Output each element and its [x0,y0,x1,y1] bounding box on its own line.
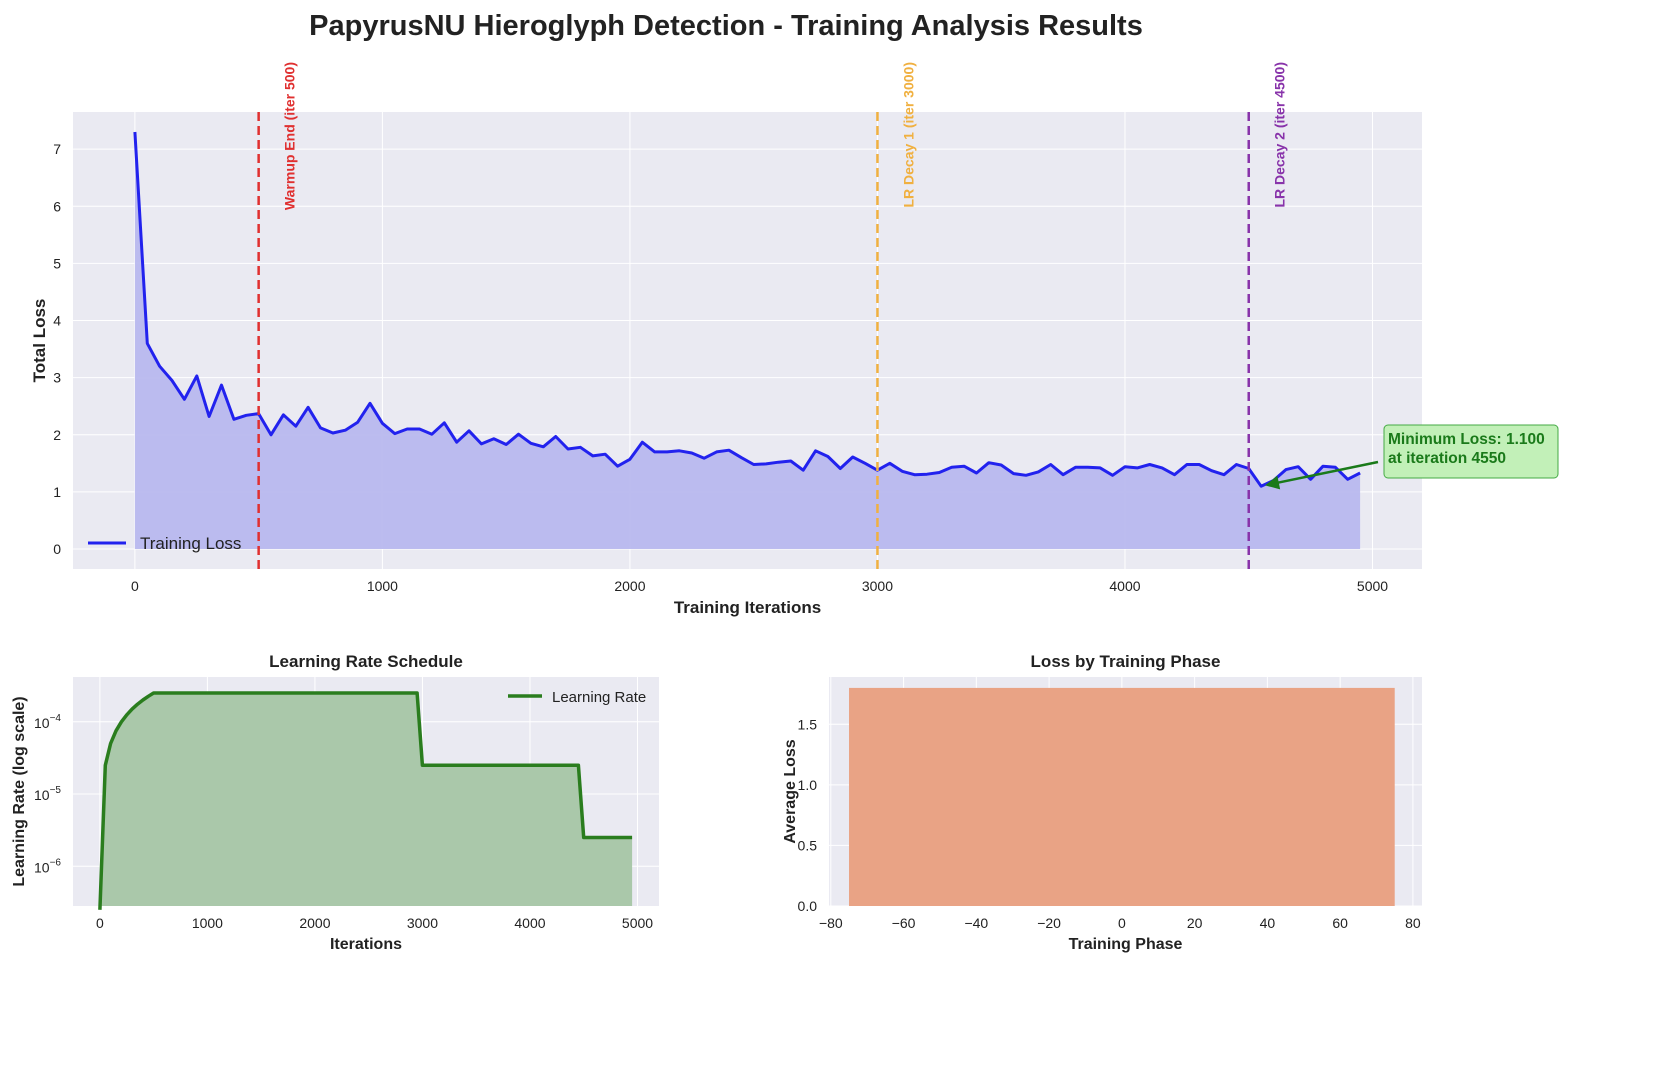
loss-by-phase-chart-marks [849,687,1395,906]
x-tick-label: 0 [96,915,104,931]
legend-label-learning-rate: Learning Rate [552,689,646,706]
y-tick-label: 10−4 [34,713,61,731]
y-tick-label: 0.5 [798,837,818,853]
min-loss-annotation-line2: at iteration 4550 [1388,450,1506,467]
y-tick-label: 1.5 [798,716,818,732]
y-tick-label: 10−6 [34,857,61,875]
learning-rate-chart-x-axis-label: Iterations [330,936,402,953]
y-tick-label: 10−5 [34,785,61,803]
y-tick-label: 2 [53,427,61,443]
x-tick-label: 5000 [1357,578,1388,594]
x-tick-label: −40 [964,915,988,931]
x-tick-label: −80 [819,915,843,931]
learning-rate-line [98,691,633,910]
y-tick-label: 3 [53,370,61,386]
learning-rate-chart-marks [98,691,633,910]
x-tick-label: 0 [131,578,139,594]
y-tick-label: 4 [53,313,61,329]
y-tick-label: 6 [53,198,61,214]
learning-rate-chart-title: Learning Rate Schedule [269,652,463,671]
loss-chart-axes: 0 1000 2000 3000 4000 5000 0 1 2 3 4 5 6 7 [53,141,1388,594]
vline-label-1: LR Decay 1 (iter 3000) [900,62,916,208]
y-tick-label: 7 [53,141,61,157]
loss-chart: Warmup End (iter 500) LR Decay 1 (iter 30… [30,62,1559,617]
training-loss-area [134,132,1361,550]
y-tick-label: 1.0 [798,777,818,793]
learning-rate-area [99,693,633,910]
x-tick-label: 4000 [1109,578,1140,594]
loss-by-phase-chart: Loss by Training Phase −80 −60 −40 −20 0 20 40… [782,652,1422,953]
x-tick-label: 80 [1405,915,1421,931]
figure-title: PapyrusNU Hieroglyph Detection - Trainin… [309,10,1143,42]
training-loss-line [133,131,1361,488]
x-tick-label: −20 [1037,915,1061,931]
x-tick-label: −60 [892,915,916,931]
loss-by-phase-chart-y-axis-label: Average Loss [782,739,799,843]
loss-by-phase-chart-title: Loss by Training Phase [1031,652,1221,671]
x-tick-label: 3000 [862,578,893,594]
bar-0 [849,687,1395,906]
x-tick-label: 3000 [407,915,438,931]
loss-chart-legend: Training Loss [88,534,241,553]
x-tick-label: 60 [1332,915,1348,931]
loss-chart-y-axis-label: Total Loss [30,299,49,383]
learning-rate-chart-y-axis-label: Learning Rate (log scale) [11,696,28,886]
y-tick-label: 1 [53,484,61,500]
learning-rate-chart-legend: Learning Rate [508,689,646,706]
x-tick-label: 2000 [614,578,645,594]
x-tick-label: 4000 [514,915,545,931]
min-loss-annotation-arrowhead [1265,475,1281,490]
x-tick-label: 1000 [192,915,223,931]
y-tick-label: 0 [53,541,61,557]
x-tick-label: 1000 [367,578,398,594]
min-loss-annotation-line1: Minimum Loss: 1.100 [1388,431,1545,448]
vline-label-2: LR Decay 2 (iter 4500) [1272,62,1288,208]
y-tick-label: 5 [53,255,61,271]
min-loss-annotation-arrow [1274,460,1379,485]
loss-by-phase-chart-x-axis-label: Training Phase [1069,936,1183,953]
learning-rate-chart: Learning Rate Schedule 0 1000 2000 3000 4000… [11,652,659,953]
loss-chart-x-axis-label: Training Iterations [674,598,821,617]
loss-by-phase-chart-axes: −80 −60 −40 −20 0 20 40 60 80 0.0 0.5 1.0 1.5 [798,716,1421,931]
x-tick-label: 20 [1187,915,1203,931]
legend-label-training-loss: Training Loss [140,534,241,553]
y-tick-label: 0.0 [798,898,818,914]
x-tick-label: 0 [1118,915,1126,931]
x-tick-label: 2000 [299,915,330,931]
learning-rate-chart-axes: 0 1000 2000 3000 4000 5000 10−6 10−5 10−4 [34,713,653,931]
min-loss-annotation-box [1383,424,1559,479]
min-loss-annotation: Minimum Loss: 1.100 at iteration 4550 [1265,424,1559,490]
x-tick-label: 40 [1260,915,1276,931]
loss-chart-marks: Warmup End (iter 500) LR Decay 1 (iter 30… [133,62,1361,569]
x-tick-label: 5000 [622,915,653,931]
vline-label-0: Warmup End (iter 500) [282,62,298,210]
